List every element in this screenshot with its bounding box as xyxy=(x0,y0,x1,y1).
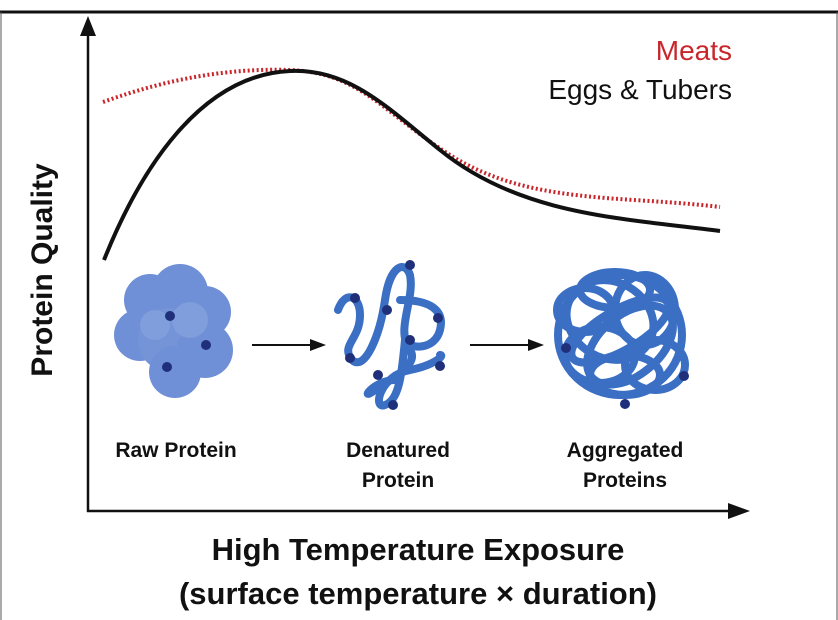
raw-protein-icon xyxy=(114,264,233,398)
aggregated-proteins-icon xyxy=(553,268,689,399)
arrow-head-icon xyxy=(310,339,326,351)
eggs-tubers-curve xyxy=(102,68,721,261)
legend-eggs-tubers: Eggs & Tubers xyxy=(548,74,732,105)
arrow-head-icon xyxy=(528,339,544,351)
stage-label-aggregated: Aggregated xyxy=(567,439,684,462)
stage-label-aggregated-2: Proteins xyxy=(583,469,667,492)
legend-meats: Meats xyxy=(656,35,732,66)
y-axis-arrow-icon xyxy=(80,16,96,36)
x-axis-label: High Temperature Exposure xyxy=(212,532,625,567)
denatured-protein-icon xyxy=(334,263,446,410)
denatured-dots xyxy=(345,260,445,410)
x-axis-sublabel: (surface temperature × duration) xyxy=(179,576,657,611)
y-axis-label: Protein Quality xyxy=(26,163,59,377)
x-axis-arrow-icon xyxy=(728,503,750,519)
stage-label-denatured: Denatured xyxy=(346,439,450,462)
stage-label-raw: Raw Protein xyxy=(115,439,236,462)
aggregated-dots xyxy=(561,343,689,409)
stage-label-denatured-2: Protein xyxy=(362,469,434,492)
